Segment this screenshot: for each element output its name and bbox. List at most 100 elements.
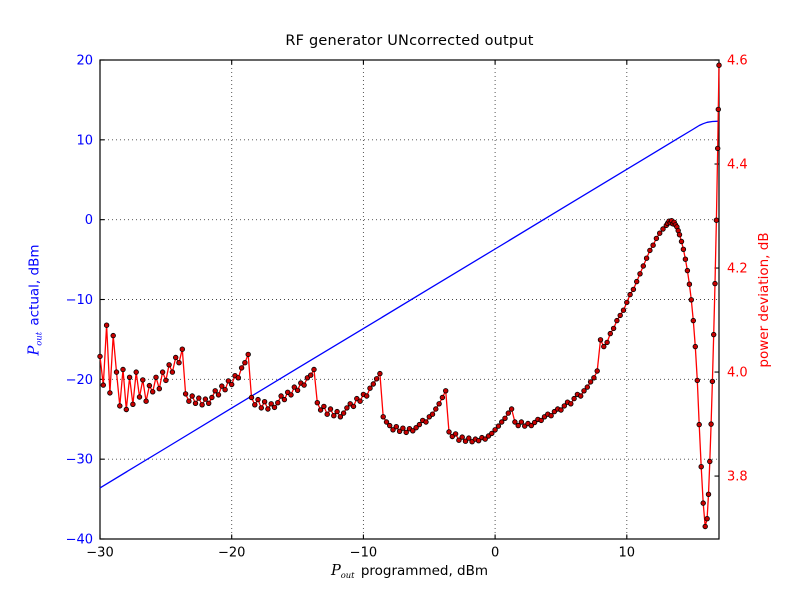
deviation-marker (113, 369, 120, 375)
deviation-marker (640, 263, 646, 269)
deviation-marker (248, 394, 255, 401)
x-tick-label: −30 (86, 546, 113, 561)
deviation-marker (133, 369, 139, 375)
left-y-tick-label: 10 (76, 133, 93, 148)
deviation-marker (396, 428, 403, 434)
deviation-marker (331, 413, 337, 419)
deviation-marker (678, 238, 685, 245)
deviation-marker (334, 408, 340, 415)
left-y-tick-label: −40 (66, 533, 93, 548)
deviation-marker (314, 400, 320, 406)
deviation-marker (439, 394, 446, 401)
deviation-marker (222, 387, 228, 393)
deviation-marker (604, 339, 610, 346)
deviation-marker (715, 145, 721, 152)
deviation-marker (688, 297, 694, 303)
deviation-marker (716, 62, 722, 68)
deviation-marker (698, 464, 704, 470)
x-tick-label: −20 (218, 546, 245, 561)
deviation-marker (126, 374, 133, 380)
deviation-marker (452, 431, 459, 437)
deviation-marker (680, 246, 687, 252)
deviation-marker (228, 381, 235, 388)
left-y-axis-label-rest: actual, dBm (26, 244, 43, 330)
deviation-marker (209, 394, 215, 401)
deviation-marker (684, 267, 691, 274)
deviation-marker (219, 383, 225, 389)
deviation-marker (97, 353, 103, 360)
left-y-axis-label: Pout actual, dBm (25, 244, 43, 355)
deviation-marker (466, 435, 472, 441)
deviation-marker (403, 429, 409, 436)
deviation-marker (189, 393, 195, 399)
deviation-marker (182, 391, 189, 397)
deviation-marker (416, 421, 423, 428)
deviation-marker (123, 406, 129, 413)
deviation-marker (373, 376, 380, 382)
deviation-marker (515, 422, 521, 429)
deviation-marker (657, 230, 663, 236)
deviation-marker (617, 312, 623, 319)
deviation-marker (225, 378, 232, 384)
deviation-marker (587, 379, 594, 385)
deviation-marker (110, 332, 116, 339)
deviation-marker (410, 428, 416, 434)
deviation-marker (153, 374, 159, 380)
deviation-marker (377, 370, 383, 377)
deviation-marker (682, 256, 689, 262)
deviation-marker (597, 337, 604, 343)
x-axis-label-sub: out (340, 569, 355, 580)
deviation-marker (709, 378, 716, 385)
deviation-marker (238, 365, 245, 371)
deviation-marker (499, 419, 505, 425)
x-axis-label: Pout programmed, dBm (100, 562, 719, 580)
deviation-marker (482, 436, 488, 442)
deviation-marker (578, 393, 584, 399)
deviation-marker (704, 516, 710, 522)
deviation-marker (301, 382, 307, 388)
deviation-marker (308, 372, 314, 378)
deviation-marker (205, 400, 212, 406)
deviation-marker (531, 419, 538, 426)
deviation-marker (258, 405, 264, 411)
deviation-marker (581, 388, 587, 394)
deviation-marker (508, 406, 515, 412)
deviation-marker (271, 404, 278, 411)
x-tick-label: 10 (619, 546, 636, 561)
deviation-marker (146, 382, 153, 389)
deviation-marker (610, 325, 617, 332)
deviation-marker (584, 384, 590, 390)
deviation-marker (446, 429, 452, 435)
deviation-marker (156, 386, 162, 392)
deviation-marker (518, 419, 525, 425)
deviation-marker (620, 307, 627, 313)
deviation-marker (120, 366, 126, 373)
deviation-marker (505, 410, 511, 416)
deviation-marker (711, 331, 717, 338)
deviation-marker (705, 491, 712, 497)
right-y-tick-label: 4.0 (727, 366, 748, 381)
deviation-marker (215, 392, 222, 398)
deviation-marker (117, 403, 123, 409)
deviation-marker (196, 395, 202, 401)
deviation-marker (275, 400, 281, 406)
deviation-marker (268, 401, 274, 407)
deviation-marker (140, 377, 146, 383)
deviation-marker (433, 406, 439, 412)
deviation-marker (637, 271, 643, 277)
deviation-marker (475, 438, 482, 444)
left-y-tick-label: 0 (85, 213, 93, 228)
deviation-marker (324, 411, 330, 417)
deviation-marker (136, 394, 143, 400)
deviation-marker (327, 406, 334, 412)
deviation-marker (291, 384, 297, 390)
deviation-marker (634, 278, 640, 285)
deviation-marker (357, 398, 363, 404)
deviation-marker (489, 430, 495, 437)
deviation-marker (192, 400, 199, 406)
deviation-marker (495, 423, 502, 429)
deviation-marker (370, 381, 376, 387)
